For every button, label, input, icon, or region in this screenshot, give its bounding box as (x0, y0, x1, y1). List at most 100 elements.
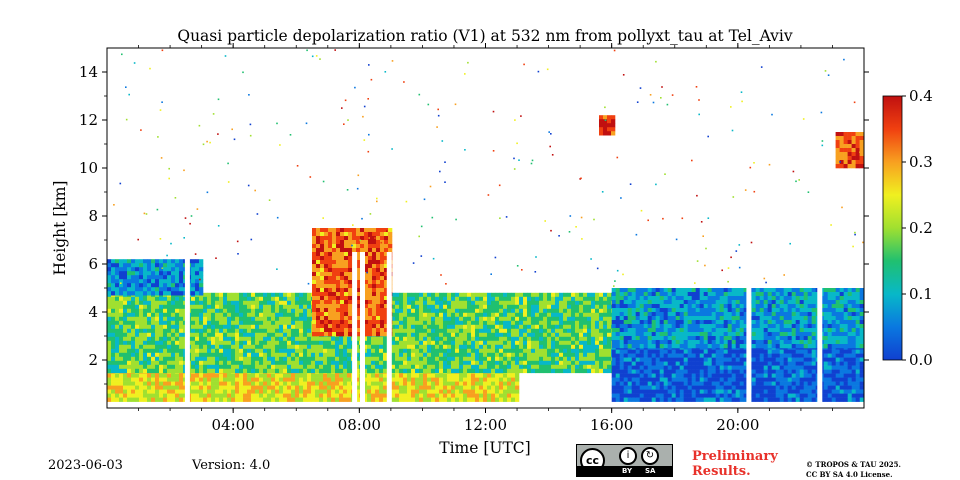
heatmap-cell (779, 377, 784, 382)
heatmap-cell (139, 344, 144, 350)
heatmap-cell (499, 377, 504, 382)
heatmap-cell (155, 320, 160, 326)
heatmap-cell (643, 357, 648, 362)
heatmap-cell (143, 336, 148, 342)
heatmap-cell (811, 377, 816, 382)
heatmap-cell (695, 344, 700, 349)
heatmap-cell (347, 340, 352, 346)
heatmap-cell (483, 381, 488, 386)
heatmap-cell (787, 373, 792, 378)
heatmap-cell (279, 292, 284, 298)
heatmap-cell (291, 352, 296, 358)
heatmap-cell (411, 332, 416, 338)
heatmap-cell (143, 381, 148, 386)
heatmap-cell (683, 308, 688, 313)
heatmap-cell (615, 316, 620, 321)
heatmap-cell (151, 296, 156, 302)
heatmap-cell (607, 316, 612, 322)
heatmap-cell (163, 283, 168, 288)
heatmap-cell (811, 361, 816, 366)
heatmap-cell (131, 308, 136, 314)
heatmap-cell (467, 393, 472, 398)
heatmap-cell (799, 369, 804, 374)
heatmap-cell (659, 369, 664, 374)
heatmap-cell (487, 348, 492, 354)
heatmap-cell (683, 377, 688, 382)
heatmap-cell (279, 393, 284, 398)
heatmap-cell (159, 316, 164, 322)
heatmap-cell (335, 360, 340, 366)
heatmap-cell (383, 397, 388, 402)
heatmap-cell (143, 385, 148, 390)
heatmap-cell (167, 344, 172, 350)
heatmap-cell (835, 357, 840, 362)
heatmap-cell (367, 344, 372, 350)
heatmap-cell (771, 377, 776, 382)
heatmap-cell (135, 348, 140, 354)
heatmap-cell (443, 381, 448, 386)
heatmap-cell (511, 356, 516, 362)
heatmap-cell (499, 385, 504, 390)
heatmap-cell (707, 385, 712, 390)
heatmap-cell (471, 352, 476, 358)
heatmap-cell (239, 377, 244, 382)
heatmap-cell (595, 300, 600, 306)
heatmap-cell (487, 296, 492, 302)
heatmap-cell (207, 296, 212, 302)
heatmap-cell (703, 328, 708, 333)
heatmap-cell (663, 361, 668, 366)
heatmap-cell (143, 389, 148, 394)
heatmap-cell (143, 304, 148, 310)
heatmap-cell (791, 357, 796, 362)
heatmap-cell (743, 312, 748, 317)
heatmap-cell (775, 369, 780, 374)
heatmap-cell (139, 324, 144, 330)
heatmap-cell (647, 361, 652, 366)
heatmap-cell (375, 397, 380, 402)
heatmap-cell (159, 360, 164, 366)
heatmap-cell (327, 397, 332, 402)
heatmap-cell (419, 352, 424, 358)
heatmap-cell (539, 312, 544, 318)
heatmap-cell (331, 356, 336, 362)
heatmap-cell (211, 356, 216, 362)
heatmap-cell (315, 385, 320, 390)
heatmap-cell (515, 324, 520, 330)
heatmap-cell (235, 320, 240, 326)
heatmap-cell (123, 332, 128, 338)
heatmap-cell (759, 393, 764, 398)
heatmap-cell (435, 316, 440, 322)
heatmap-cell (431, 344, 436, 350)
heatmap-cell (743, 365, 748, 370)
heatmap-cell (807, 373, 812, 378)
heatmap-cell (731, 324, 736, 329)
heatmap-cell (727, 389, 732, 394)
heatmap-cell (715, 332, 720, 337)
heatmap-cell (679, 296, 684, 301)
heatmap-cell (535, 304, 540, 310)
heatmap-cell (203, 316, 208, 322)
heatmap-cell (195, 385, 200, 390)
heatmap-cell (231, 336, 236, 342)
heatmap-cell (535, 316, 540, 322)
heatmap-cell (855, 381, 860, 386)
heatmap-cell (639, 288, 644, 293)
heatmap-cell (407, 320, 412, 326)
heatmap-cell (763, 357, 768, 362)
heatmap-cell (671, 389, 676, 394)
heatmap-cell (703, 292, 708, 297)
heatmap-cell (483, 324, 488, 330)
heatmap-cell (615, 340, 620, 345)
heatmap-cell (659, 300, 664, 305)
heatmap-cell (127, 308, 132, 314)
heatmap-cell (123, 291, 128, 296)
heatmap-cell (415, 320, 420, 326)
heatmap-cell (799, 389, 804, 394)
heatmap-cell (151, 352, 156, 358)
heatmap-cell (283, 389, 288, 394)
heatmap-cell (715, 324, 720, 329)
heatmap-cell (551, 308, 556, 314)
heatmap-cell (399, 328, 404, 334)
heatmap-cell (323, 344, 328, 350)
heatmap-cell (635, 369, 640, 374)
